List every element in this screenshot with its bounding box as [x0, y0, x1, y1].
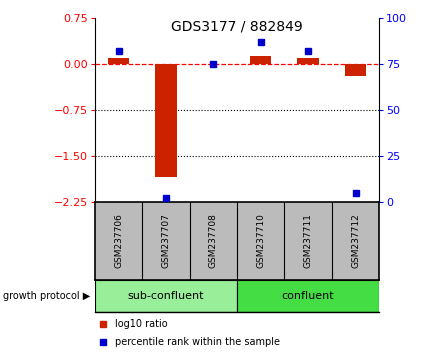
Bar: [155, 64, 176, 177]
Text: GSM237706: GSM237706: [114, 213, 123, 268]
Bar: [344, 64, 366, 76]
Text: GSM237712: GSM237712: [350, 213, 359, 268]
Bar: [95, 280, 237, 312]
Bar: [249, 56, 271, 64]
Bar: [237, 280, 378, 312]
Text: GDS3177 / 882849: GDS3177 / 882849: [171, 19, 302, 34]
Bar: [297, 58, 318, 64]
Text: GSM237711: GSM237711: [303, 213, 312, 268]
Text: percentile rank within the sample: percentile rank within the sample: [114, 337, 279, 347]
Text: sub-confluent: sub-confluent: [127, 291, 204, 301]
Text: log10 ratio: log10 ratio: [114, 319, 167, 329]
Bar: [108, 58, 129, 64]
Text: GSM237707: GSM237707: [161, 213, 170, 268]
Text: growth protocol ▶: growth protocol ▶: [3, 291, 90, 301]
Text: GSM237710: GSM237710: [256, 213, 264, 268]
Text: confluent: confluent: [281, 291, 334, 301]
Text: GSM237708: GSM237708: [209, 213, 217, 268]
